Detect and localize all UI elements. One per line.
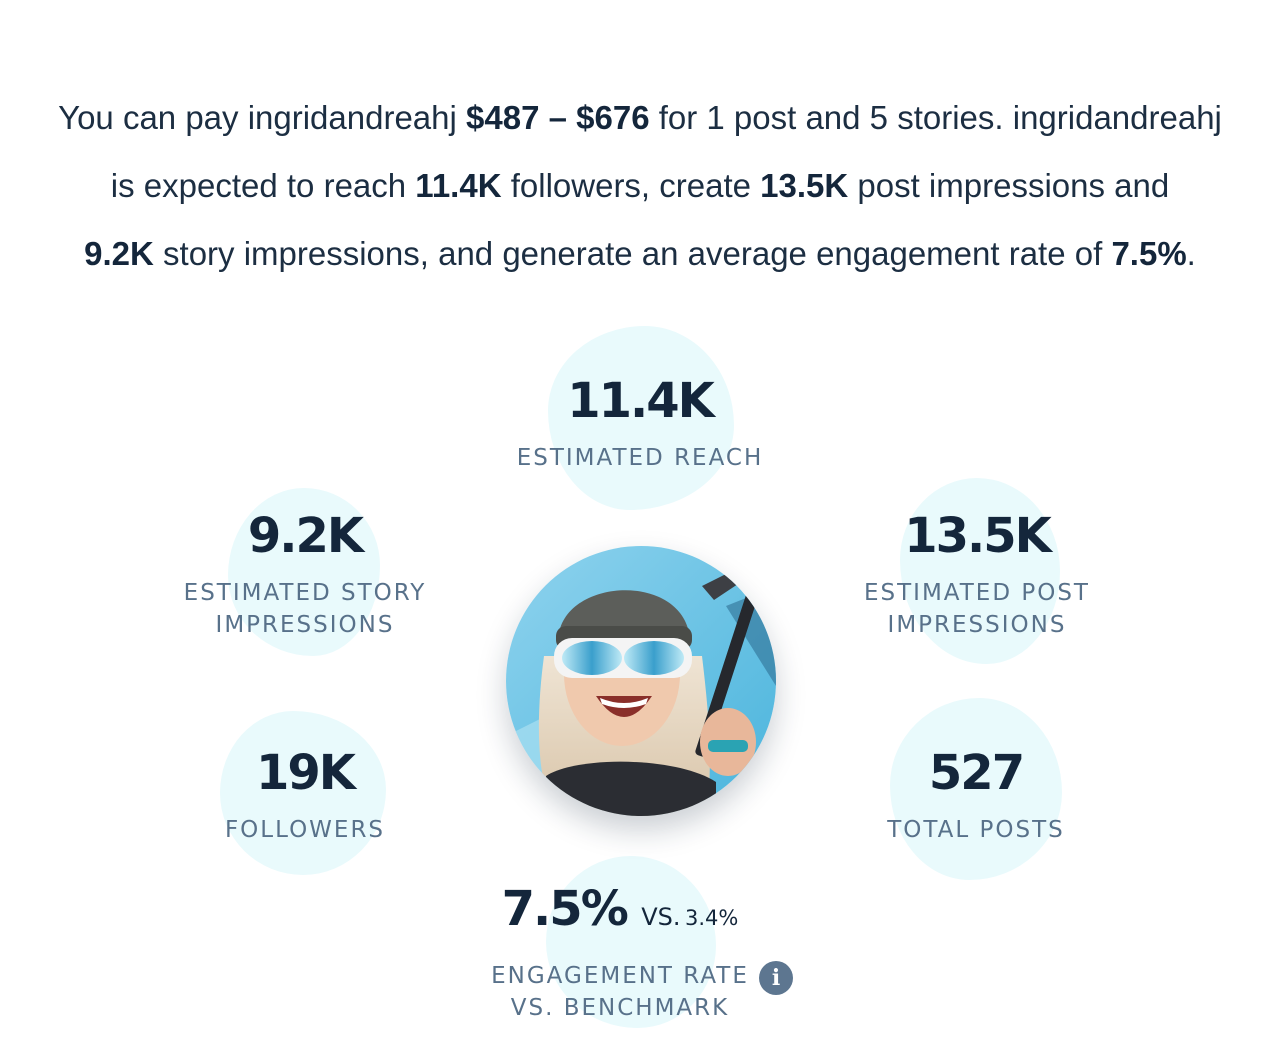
post-impressions-label: ESTIMATED POST IMPRESSIONS (864, 580, 1090, 638)
summary-line-2: is expected to reach 11.4K followers, cr… (110, 167, 1170, 204)
followers-label: FOLLOWERS (224, 817, 386, 843)
estimated-reach-label: ESTIMATED REACH (516, 445, 764, 471)
summary-line-3: 9.2K story impressions, and generate an … (84, 235, 1196, 272)
story-impressions-label: ESTIMATED STORY IMPRESSIONS (183, 580, 427, 638)
story-blob (228, 488, 380, 656)
info-icon[interactable]: i (759, 961, 793, 995)
stat-estimated-story-impressions: 9.2K ESTIMATED STORY IMPRESSIONS (160, 505, 450, 641)
post-blob (900, 478, 1060, 664)
stat-followers: 19K FOLLOWERS (180, 742, 430, 846)
post-impressions-value: 13.5K (904, 508, 1052, 564)
profile-avatar (506, 546, 776, 816)
engagement-rate-label: ENGAGEMENT RATE VS. BENCHMARK (491, 963, 749, 1021)
engagement-value-row: 7.5% VS. 3.4% (450, 878, 790, 952)
reach-blob (548, 326, 734, 510)
summary-line-1: You can pay ingridandreahj $487 – $676 f… (58, 99, 1222, 136)
stat-estimated-post-impressions: 13.5K ESTIMATED POST IMPRESSIONS (832, 505, 1122, 641)
summary-text: You can pay ingridandreahj $487 – $676 f… (0, 84, 1280, 288)
total-posts-label: TOTAL POSTS (887, 817, 1065, 843)
engagement-rate-value: 7.5% (501, 881, 629, 937)
vs-label: VS. (641, 903, 681, 931)
followers-value: 19K (256, 745, 356, 801)
engagement-blob (546, 856, 716, 1028)
benchmark-value: 3.4% (684, 906, 739, 930)
posts-blob (890, 698, 1062, 880)
price-range: $487 – $676 (466, 99, 650, 136)
story-impressions-value: 9.2K (247, 508, 364, 564)
followers-blob (220, 711, 386, 875)
total-posts-value: 527 (928, 745, 1025, 801)
story-impressions-highlight: 9.2K (84, 235, 154, 272)
stat-estimated-reach: 11.4K ESTIMATED REACH (500, 370, 780, 474)
stat-engagement-rate: 7.5% VS. 3.4% ENGAGEMENT RATE VS. BENCHM… (450, 878, 790, 1024)
post-impressions-highlight: 13.5K (760, 167, 849, 204)
avatar-image (506, 546, 776, 816)
stat-total-posts: 527 TOTAL POSTS (850, 742, 1102, 846)
engagement-highlight: 7.5% (1111, 235, 1187, 272)
estimated-reach-value: 11.4K (567, 373, 715, 429)
reach-highlight: 11.4K (415, 167, 502, 204)
